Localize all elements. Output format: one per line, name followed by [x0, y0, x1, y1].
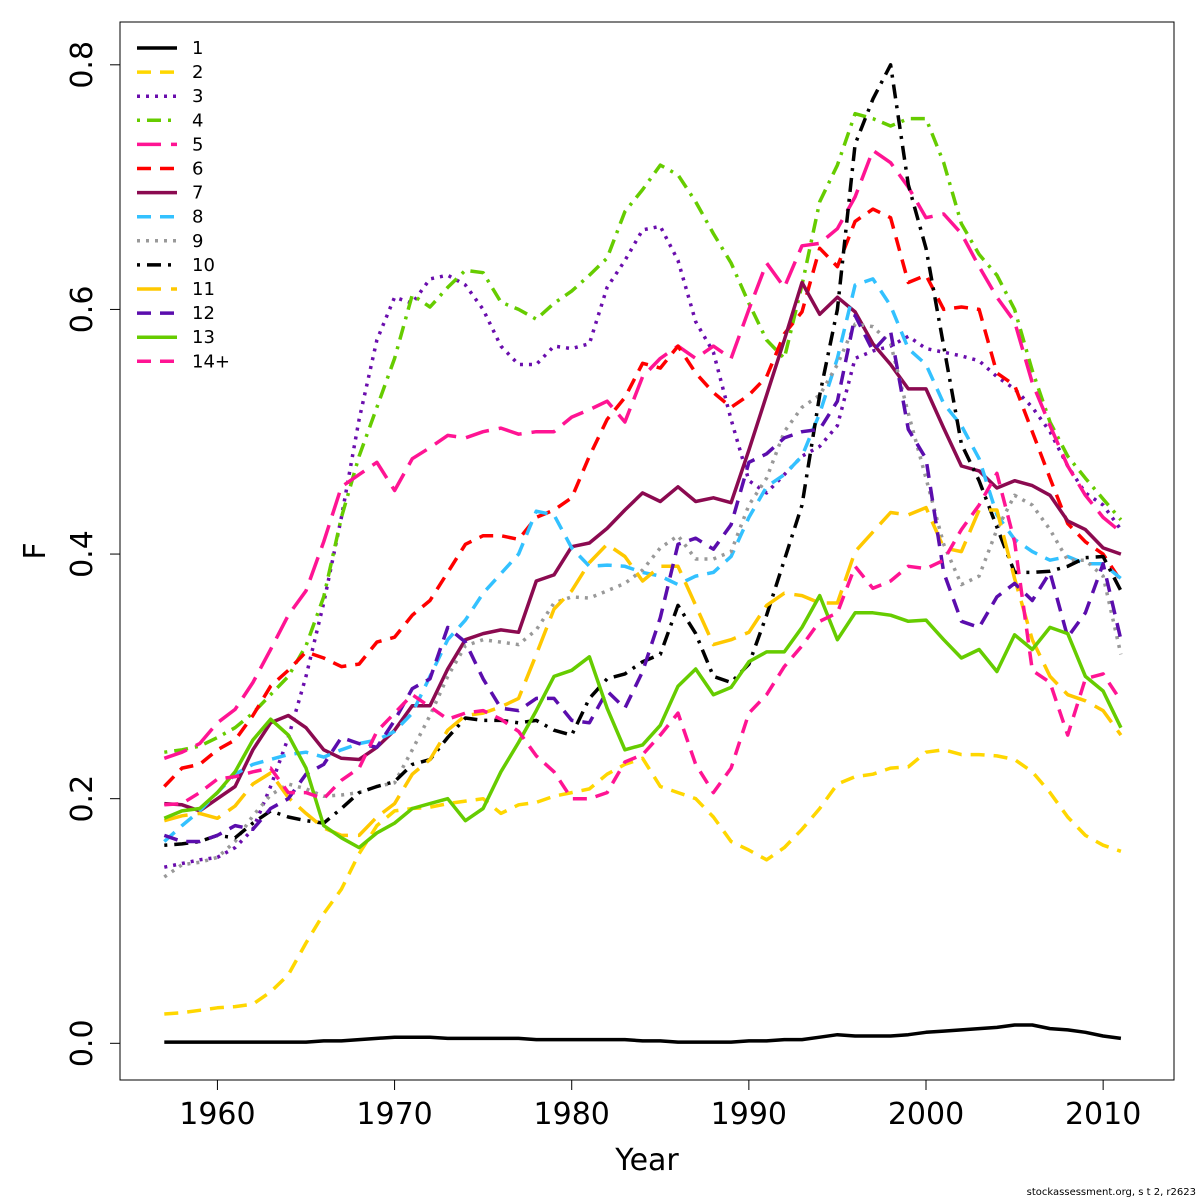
- series-line-1: [164, 1023, 1122, 1044]
- series-line-7: [164, 280, 1122, 813]
- legend-label-9: 9: [192, 231, 203, 252]
- x-tick-label-2000: 2000: [888, 1097, 964, 1132]
- series-line-13: [163, 593, 1123, 850]
- legend-label-14plus: 14+: [192, 351, 230, 372]
- series-line-4: [164, 111, 1123, 754]
- y-axis: 0.0 0.2 0.4 0.6 0.8: [65, 41, 120, 1067]
- x-tick-label-1980: 1980: [534, 1097, 610, 1132]
- series-line-6: [163, 207, 1123, 788]
- legend-label-7: 7: [192, 183, 203, 204]
- legend-label-13: 13: [192, 327, 215, 348]
- legend-label-4: 4: [192, 110, 203, 131]
- legend-label-5: 5: [192, 134, 203, 155]
- legend-label-11: 11: [192, 279, 215, 300]
- y-tick-label-3: 0.6: [65, 286, 100, 334]
- legend-label-6: 6: [192, 159, 203, 180]
- legend-label-10: 10: [192, 255, 215, 276]
- x-tick-label-2010: 2010: [1065, 1097, 1141, 1132]
- x-tick-label-1960: 1960: [179, 1097, 255, 1132]
- series-line-12: [163, 313, 1123, 844]
- y-tick-label-2: 0.4: [65, 530, 100, 578]
- legend-label-12: 12: [192, 303, 215, 324]
- x-axis: 1960 1970 1980 1990 2000 2010: [179, 1080, 1141, 1132]
- legend-label-8: 8: [192, 207, 203, 228]
- y-tick-label-0: 0.0: [65, 1019, 100, 1067]
- legend-label-1: 1: [192, 38, 203, 59]
- series-line-9: [163, 322, 1123, 879]
- series-line-14plus: [164, 471, 1123, 807]
- series-line-5: [163, 148, 1123, 760]
- x-tick-label-1990: 1990: [711, 1097, 787, 1132]
- x-axis-title: Year: [614, 1143, 679, 1178]
- footer-note: stockassessment.org, s t 2, r2623: [1027, 1187, 1196, 1198]
- series-line-2: [164, 748, 1122, 1016]
- plot-frame: [119, 21, 1175, 1081]
- legend-label-3: 3: [192, 86, 203, 107]
- series-line-8: [163, 277, 1123, 843]
- series-layer: [163, 63, 1123, 1044]
- y-tick-label-4: 0.8: [65, 41, 100, 89]
- x-tick-label-1970: 1970: [356, 1097, 432, 1132]
- series-line-11: [163, 505, 1123, 838]
- y-tick-label-1: 0.2: [65, 775, 100, 823]
- legend-label-2: 2: [192, 62, 203, 83]
- y-axis-title: F: [18, 542, 53, 559]
